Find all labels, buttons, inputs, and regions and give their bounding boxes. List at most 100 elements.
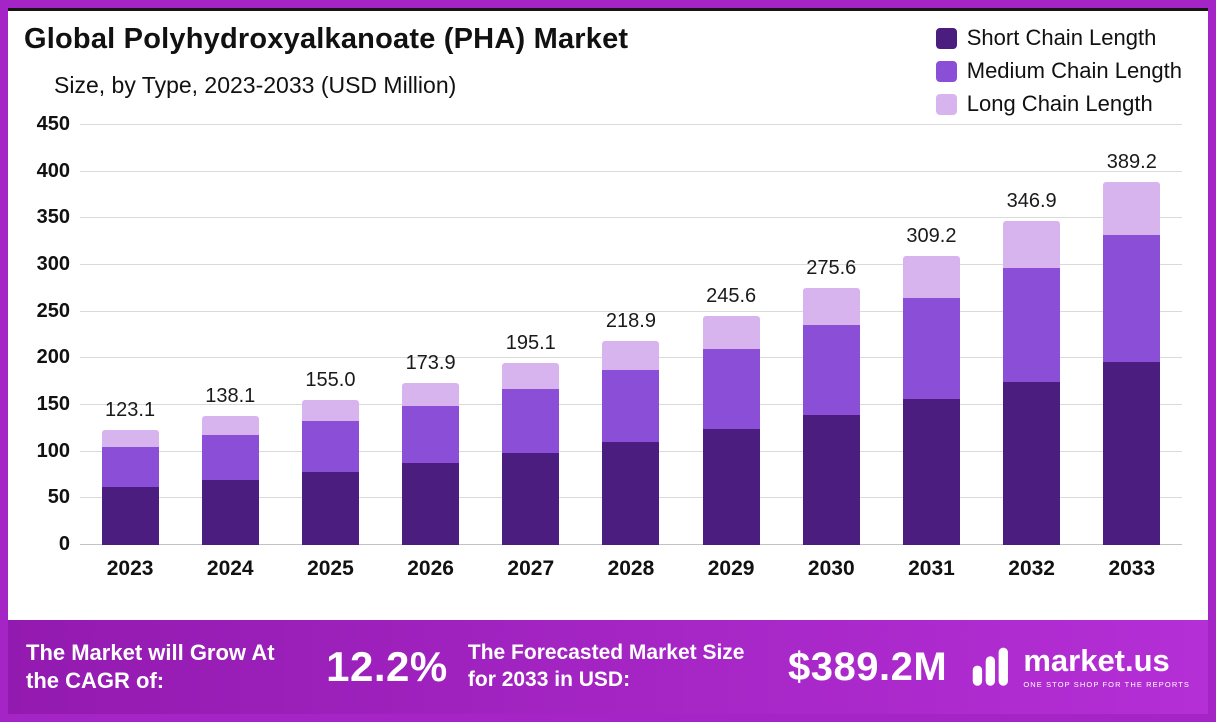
gridline [80, 217, 1182, 219]
bar-total-label: 218.9 [605, 309, 656, 332]
chart-panel: Global Polyhydroxyalkanoate (PHA) Market… [8, 8, 1208, 714]
chart-header: Global Polyhydroxyalkanoate (PHA) Market… [8, 11, 1208, 117]
y-tick-label: 200 [36, 346, 70, 369]
bar-segment-long-chain-length [902, 256, 960, 299]
bar-segment-long-chain-length [602, 340, 660, 371]
bar-2033: 389.2 [1103, 150, 1161, 545]
bar-segment-short-chain-length [902, 399, 960, 545]
x-tick-label: 2025 [307, 557, 354, 580]
bar-segment-medium-chain-length [402, 406, 460, 464]
bar-2023: 123.1 [101, 399, 159, 545]
bar-segment-short-chain-length [702, 429, 760, 545]
bar-2028: 218.9 [602, 309, 660, 545]
bar-total-label: 195.1 [505, 331, 556, 354]
bar-total-label: 389.2 [1106, 150, 1157, 173]
x-tick-label: 2023 [106, 557, 154, 580]
bar-stack [802, 287, 860, 545]
bar-segment-short-chain-length [402, 463, 460, 545]
gridline [80, 124, 1182, 125]
legend-item: Long Chain Length [935, 91, 1182, 117]
bar-stack [301, 400, 359, 545]
legend: Short Chain Length Medium Chain Length Lon… [935, 23, 1186, 117]
brand-logo: market.us ONE STOP SHOP FOR THE REPORTS [967, 644, 1190, 690]
bar-2032: 346.9 [1003, 190, 1061, 545]
legend-label: Long Chain Length [966, 91, 1153, 116]
bar-segment-long-chain-length [402, 382, 460, 407]
y-tick-label: 350 [36, 206, 70, 229]
bar-2029: 245.6 [702, 284, 760, 545]
x-tick-label: 2028 [607, 557, 655, 580]
x-tick-label: 2033 [1108, 557, 1156, 580]
bar-segment-medium-chain-length [502, 389, 560, 454]
plot-wrap: 123.1 138.1 155.0 173.9 195.1 218.9 245.6 275.6… [80, 124, 1182, 581]
bar-segment-short-chain-length [1103, 361, 1161, 545]
bar-stack [702, 315, 760, 545]
bar-segment-long-chain-length [201, 416, 259, 435]
cagr-value: 12.2% [326, 643, 448, 690]
bar-segment-short-chain-length [201, 479, 259, 545]
legend-label: Medium Chain Length [966, 58, 1182, 83]
bar-segment-medium-chain-length [602, 370, 660, 442]
bar-total-label: 245.6 [706, 284, 757, 307]
bar-total-label: 309.2 [906, 225, 957, 248]
bar-stack [902, 256, 960, 545]
stacked-bar-chart: 0 50 100 150 200 250 300 350 400 450 123.1 138.1 15… [8, 113, 1208, 581]
bar-segment-medium-chain-length [201, 434, 259, 480]
bar-2031: 309.2 [902, 225, 960, 545]
bar-segment-short-chain-length [802, 415, 860, 545]
bar-stack [101, 430, 159, 545]
y-tick-label: 450 [36, 113, 70, 135]
spacer [8, 581, 1208, 620]
bar-segment-short-chain-length [301, 472, 359, 545]
bar-2027: 195.1 [502, 331, 560, 545]
bar-total-label: 155.0 [305, 369, 356, 392]
x-axis: 2023 2024 2025 2026 2027 2028 2029 2030 2031 2032… [80, 557, 1182, 581]
bar-stack [602, 340, 660, 545]
bar-segment-medium-chain-length [1103, 234, 1161, 362]
bar-segment-long-chain-length [101, 430, 159, 447]
bar-stack [201, 416, 259, 545]
brand-text: market.us ONE STOP SHOP FOR THE REPORTS [1023, 645, 1190, 689]
bar-2025: 155.0 [301, 369, 359, 545]
bar-segment-short-chain-length [101, 487, 159, 545]
x-tick-label: 2032 [1008, 557, 1055, 580]
y-axis: 0 50 100 150 200 250 300 350 400 450 [22, 113, 80, 555]
bar-stack [1103, 181, 1161, 545]
bar-total-label: 346.9 [1006, 190, 1057, 213]
bar-segment-long-chain-length [702, 315, 760, 350]
x-tick-label: 2024 [206, 557, 254, 580]
bars: 123.1 138.1 155.0 173.9 195.1 218.9 245.6 275.6… [80, 125, 1182, 545]
bar-stack [502, 362, 560, 545]
bar-2026: 173.9 [402, 351, 460, 545]
bar-segment-medium-chain-length [902, 298, 960, 400]
gridline [80, 310, 1182, 312]
bar-segment-medium-chain-length [702, 349, 760, 430]
plot-area: 123.1 138.1 155.0 173.9 195.1 218.9 245.6 275.6… [80, 124, 1182, 545]
brand-name: market.us [1023, 643, 1170, 678]
bar-stack [1003, 221, 1061, 545]
bar-segment-long-chain-length [1003, 221, 1061, 269]
bar-segment-medium-chain-length [802, 325, 860, 416]
y-tick-label: 400 [36, 159, 70, 182]
legend-item: Medium Chain Length [935, 58, 1182, 84]
x-tick-label: 2031 [908, 557, 955, 580]
bar-segment-long-chain-length [802, 287, 860, 326]
chart-title: Global Polyhydroxyalkanoate (PHA) Market [24, 23, 629, 55]
y-tick-label: 50 [47, 486, 70, 509]
bar-total-label: 173.9 [405, 351, 456, 374]
bar-segment-long-chain-length [1103, 181, 1161, 235]
legend-swatch-icon [935, 60, 957, 82]
legend-swatch-icon [935, 93, 957, 115]
x-tick-label: 2027 [507, 557, 555, 580]
legend-label: Short Chain Length [966, 25, 1157, 50]
bar-2024: 138.1 [201, 385, 259, 545]
bar-segment-medium-chain-length [101, 446, 159, 488]
x-tick-label: 2029 [707, 557, 755, 580]
y-tick-label: 0 [58, 533, 70, 555]
legend-item: Short Chain Length [935, 25, 1182, 51]
bar-total-label: 138.1 [205, 385, 256, 408]
forecast-label: The Forecasted Market Size for 2033 in U… [467, 641, 745, 691]
brand-tagline: ONE STOP SHOP FOR THE REPORTS [1023, 680, 1190, 689]
footer-banner: The Market will Grow At the CAGR of: 12.… [8, 620, 1208, 714]
x-tick-label: 2026 [407, 557, 454, 580]
